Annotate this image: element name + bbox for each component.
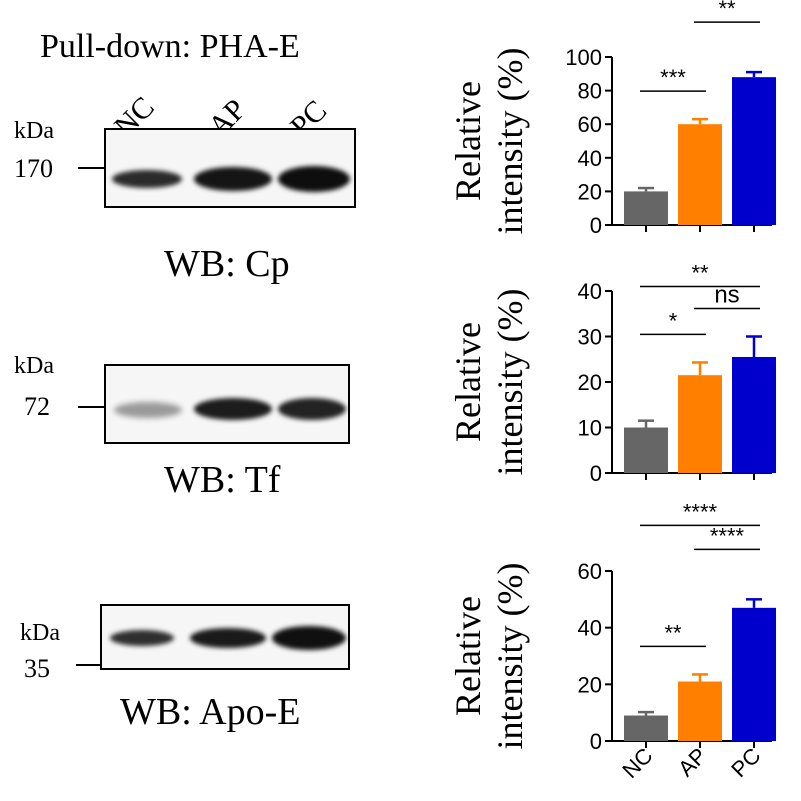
bar-nc — [624, 715, 668, 741]
kda-label-apoe: kDa — [20, 620, 60, 646]
y-axis-label-line1: Relative — [448, 322, 488, 442]
wb-label-tf: WB: Tf — [164, 459, 281, 501]
band-tf-nc — [114, 402, 182, 418]
western-blot-tf — [104, 364, 350, 444]
band-cp-nc — [112, 170, 182, 188]
y-tick-label: 20 — [578, 179, 602, 204]
marker-label-apoe: 35 — [24, 654, 50, 683]
marker-label-tf: 72 — [24, 392, 50, 421]
marker-tick-cp — [78, 167, 106, 169]
marker-tick-tf — [78, 406, 106, 408]
y-tick-label: 0 — [590, 213, 602, 238]
bar-pc — [732, 356, 776, 473]
kda-label-cp: kDa — [14, 118, 54, 144]
y-axis-label-line2: intensity (%) — [490, 289, 530, 476]
y-tick-label: 40 — [578, 146, 602, 171]
y-tick-label: 0 — [590, 461, 602, 486]
y-tick-label: 80 — [578, 79, 602, 104]
bar-pc — [732, 607, 776, 741]
bar-ap — [678, 375, 722, 473]
western-blot-apoe — [100, 604, 350, 670]
y-tick-label: 100 — [565, 45, 602, 70]
marker-label-cp: 170 — [14, 154, 53, 183]
significance-label: * — [669, 308, 678, 333]
western-blot-cp — [104, 128, 356, 208]
band-apoe-pc — [272, 626, 346, 650]
y-axis-label-line1: Relative — [448, 596, 488, 716]
bar-nc — [624, 191, 668, 225]
x-tick-label-ap: AP — [673, 743, 711, 781]
significance-label: *** — [660, 65, 686, 90]
band-apoe-ap — [190, 628, 266, 648]
bar-nc — [624, 427, 668, 473]
bar-ap — [678, 681, 722, 741]
y-tick-label: 20 — [578, 370, 602, 395]
bar-pc — [732, 77, 776, 225]
y-tick-label: 30 — [578, 325, 602, 350]
bar-ap — [678, 124, 722, 225]
significance-label: **** — [710, 523, 745, 548]
x-tick-label-nc: NC — [617, 743, 657, 783]
band-apoe-nc — [110, 630, 174, 646]
x-tick-label-pc: PC — [726, 743, 765, 782]
y-tick-label: 0 — [590, 729, 602, 754]
significance-label: ** — [718, 0, 736, 21]
wb-label-cp: WB: Cp — [164, 243, 290, 285]
marker-tick-apoe — [76, 664, 104, 666]
significance-label: **** — [683, 499, 718, 524]
y-tick-label: 60 — [578, 112, 602, 137]
y-axis-label-line2: intensity (%) — [490, 563, 530, 750]
band-tf-pc — [278, 398, 346, 420]
significance-label: ns — [714, 282, 739, 309]
y-tick-label: 60 — [578, 559, 602, 584]
significance-label: ** — [664, 620, 682, 645]
significance-label: ** — [691, 261, 709, 286]
y-axis-label-line2: intensity (%) — [490, 48, 530, 235]
chart-2: 0 10 20 30 40 * ns** Relative intensity (%) — [448, 261, 776, 486]
kda-label-tf: kDa — [14, 353, 54, 379]
y-tick-label: 40 — [578, 616, 602, 641]
y-axis-label-line1: Relative — [448, 81, 488, 201]
band-cp-ap — [194, 167, 272, 191]
y-tick-label: 40 — [578, 279, 602, 304]
band-cp-pc — [278, 166, 350, 192]
band-tf-ap — [194, 398, 272, 420]
y-tick-label: 20 — [578, 672, 602, 697]
y-tick-label: 10 — [578, 416, 602, 441]
wb-label-apoe: WB: Apo-E — [120, 691, 301, 733]
pulldown-title: Pull-down: PHA-E — [40, 28, 300, 65]
